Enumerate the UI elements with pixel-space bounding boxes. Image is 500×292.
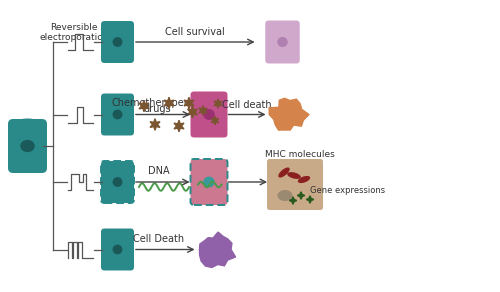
Ellipse shape [112,245,122,254]
Text: Reversible: Reversible [50,22,98,32]
FancyBboxPatch shape [101,21,134,63]
Polygon shape [188,106,198,118]
Ellipse shape [112,110,122,119]
Ellipse shape [112,37,122,47]
Polygon shape [297,192,305,199]
Text: DNA: DNA [148,166,170,176]
Polygon shape [150,119,160,130]
Ellipse shape [112,177,122,187]
Polygon shape [212,116,218,125]
FancyBboxPatch shape [8,119,47,173]
Text: drugs: drugs [144,103,172,114]
Ellipse shape [298,176,310,183]
FancyBboxPatch shape [190,91,228,138]
Polygon shape [199,106,207,115]
Ellipse shape [278,190,292,201]
Polygon shape [200,232,235,267]
Polygon shape [306,196,314,203]
FancyBboxPatch shape [101,229,134,270]
Polygon shape [139,100,149,112]
Polygon shape [174,120,184,132]
Text: MHC molecules: MHC molecules [265,150,335,159]
Ellipse shape [287,172,301,179]
FancyBboxPatch shape [190,159,228,205]
Text: electroporation: electroporation [39,34,109,43]
FancyBboxPatch shape [265,20,300,63]
Ellipse shape [13,119,42,129]
Polygon shape [184,97,194,109]
Ellipse shape [278,37,287,47]
Ellipse shape [278,167,289,178]
Text: Cell death: Cell death [222,100,272,110]
Polygon shape [289,197,297,204]
Polygon shape [269,98,309,130]
Text: Chemotherapeutic: Chemotherapeutic [112,98,203,107]
Text: Gene expressions: Gene expressions [310,186,385,195]
Ellipse shape [204,109,214,120]
FancyBboxPatch shape [267,159,323,210]
Text: Cell survival: Cell survival [166,27,225,37]
Text: Cell Death: Cell Death [134,234,184,244]
Ellipse shape [20,140,35,152]
FancyBboxPatch shape [101,161,134,203]
Polygon shape [214,99,222,108]
Polygon shape [164,97,174,109]
Ellipse shape [204,177,214,187]
FancyBboxPatch shape [101,93,134,135]
